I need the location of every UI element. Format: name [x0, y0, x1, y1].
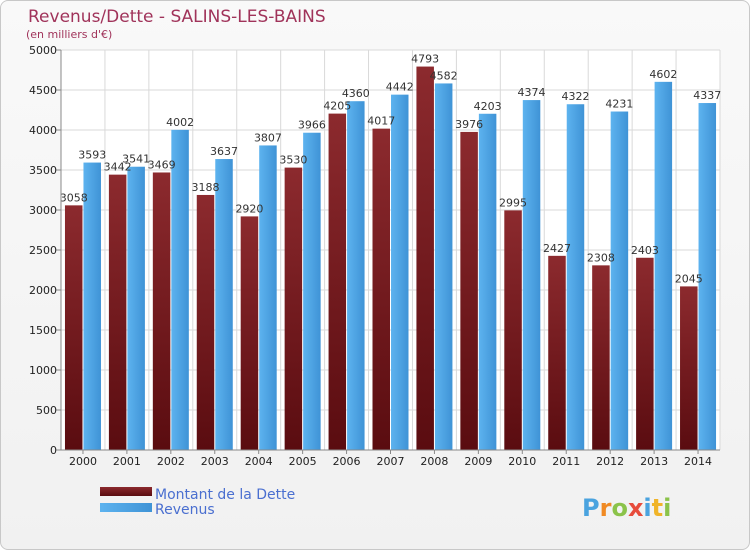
bar-dette — [548, 255, 566, 450]
x-tick-label: 2010 — [508, 455, 536, 468]
bar-revenus — [303, 132, 321, 450]
chart-subtitle: (en milliers d'€) — [26, 28, 112, 41]
bar-revenus — [171, 129, 189, 450]
legend-swatch-revenus — [100, 503, 152, 512]
x-tick-label: 2013 — [640, 455, 668, 468]
bar-revenus-label: 4360 — [342, 87, 370, 100]
bar-revenus-label: 4442 — [386, 81, 414, 94]
bar-dette-label: 2995 — [499, 196, 527, 209]
bar-revenus-label: 3541 — [122, 153, 150, 166]
y-tick-label: 4500 — [29, 84, 57, 97]
y-tick-label: 1500 — [29, 324, 57, 337]
bar-revenus-label: 4602 — [649, 68, 677, 81]
bars — [64, 66, 717, 451]
bar-dette — [152, 172, 171, 451]
bar-revenus-label: 4337 — [693, 89, 721, 102]
bar-dette-label: 2920 — [235, 202, 263, 215]
y-tick-label: 4000 — [29, 124, 57, 137]
x-tick-label: 2009 — [464, 455, 492, 468]
bar-dette — [372, 128, 390, 450]
bar-dette — [328, 113, 347, 450]
legend-swatch-dette — [100, 487, 152, 496]
x-tick-label: 2001 — [113, 455, 141, 468]
bar-revenus-label: 4002 — [166, 116, 194, 129]
y-tick-label: 1000 — [29, 364, 57, 377]
bar-revenus — [698, 103, 717, 450]
bar-dette-label: 3469 — [148, 158, 176, 171]
bar-dette — [240, 216, 259, 450]
bar-dette-label: 2308 — [587, 251, 615, 264]
legend: Montant de la Dette Revenus — [100, 487, 295, 518]
x-tick-label: 2014 — [684, 455, 712, 468]
bar-dette-label: 3058 — [60, 191, 88, 204]
bar-dette-label: 3530 — [279, 154, 307, 167]
bar-revenus-label: 3966 — [298, 119, 326, 132]
x-tick-label: 2002 — [157, 455, 185, 468]
bar-revenus — [215, 159, 233, 451]
bar-dette-label: 3442 — [104, 161, 132, 174]
bar-dette — [416, 66, 434, 450]
bar-dette-label: 4793 — [411, 53, 439, 66]
bar-dette-label: 4205 — [323, 100, 351, 113]
y-tick-label: 2000 — [29, 284, 57, 297]
bar-dette — [460, 131, 478, 451]
bar-dette-label: 3188 — [192, 181, 220, 194]
x-tick-label: 2000 — [69, 455, 97, 468]
y-tick-label: 3500 — [29, 164, 57, 177]
chart-title: Revenus/Dette - SALINS-LES-BAINS — [28, 7, 326, 27]
y-tick-label: 2500 — [29, 244, 57, 257]
bar-dette — [504, 210, 522, 450]
legend-label-dette: Montant de la Dette — [155, 487, 295, 503]
legend-label-revenus: Revenus — [155, 502, 215, 518]
bar-revenus-label: 3807 — [254, 131, 282, 144]
x-tick-label: 2005 — [289, 455, 317, 468]
bar-revenus — [522, 100, 541, 450]
bar-dette — [284, 167, 303, 450]
bar-dette — [196, 194, 215, 450]
x-tick-label: 2011 — [552, 455, 580, 468]
bar-revenus — [127, 166, 145, 450]
bar-revenus — [610, 111, 629, 451]
bar-revenus — [654, 81, 673, 450]
proxiti-logo: Proxiti — [582, 494, 671, 522]
bar-dette — [592, 265, 610, 450]
y-tick-label: 500 — [36, 404, 57, 417]
x-tick-label: 2007 — [377, 455, 405, 468]
axes: 0 500 1000 1500 2000 2500 3000 3500 4000 4500 5000… — [29, 44, 720, 468]
bar-revenus-label: 3637 — [210, 145, 238, 158]
bar-revenus-label: 4582 — [430, 69, 458, 82]
bar-dette — [108, 174, 127, 450]
bar-dette-label: 4017 — [367, 115, 395, 128]
y-tick-label: 3000 — [29, 204, 57, 217]
bar-revenus — [391, 94, 409, 450]
x-tick-label: 2003 — [201, 455, 229, 468]
bar-revenus — [259, 145, 277, 450]
bar-revenus-label: 4374 — [518, 86, 546, 99]
bar-dette — [680, 286, 698, 450]
bar-dette — [636, 257, 654, 450]
bar-dette — [64, 205, 83, 450]
x-tick-label: 2006 — [333, 455, 361, 468]
bar-revenus-label: 3593 — [78, 149, 106, 162]
grid — [60, 49, 721, 451]
bar-revenus-label: 4322 — [561, 90, 589, 103]
y-tick-label: 0 — [50, 444, 57, 457]
x-tick-label: 2012 — [596, 455, 624, 468]
bar-dette-label: 2403 — [631, 244, 659, 257]
bar-revenus-label: 4231 — [605, 98, 633, 111]
bar-revenus — [434, 83, 453, 450]
bar-revenus — [566, 104, 585, 451]
bar-revenus — [478, 113, 497, 450]
y-tick-label: 5000 — [29, 44, 57, 57]
bar-revenus — [347, 101, 365, 450]
x-tick-label: 2008 — [420, 455, 448, 468]
x-tick-label: 2004 — [245, 455, 273, 468]
bar-dette-label: 2427 — [543, 242, 571, 255]
bar-revenus-label: 4203 — [474, 100, 502, 113]
bar-dette-label: 3976 — [455, 118, 483, 131]
bar-revenus — [83, 162, 101, 450]
bar-dette-label: 2045 — [675, 272, 703, 285]
